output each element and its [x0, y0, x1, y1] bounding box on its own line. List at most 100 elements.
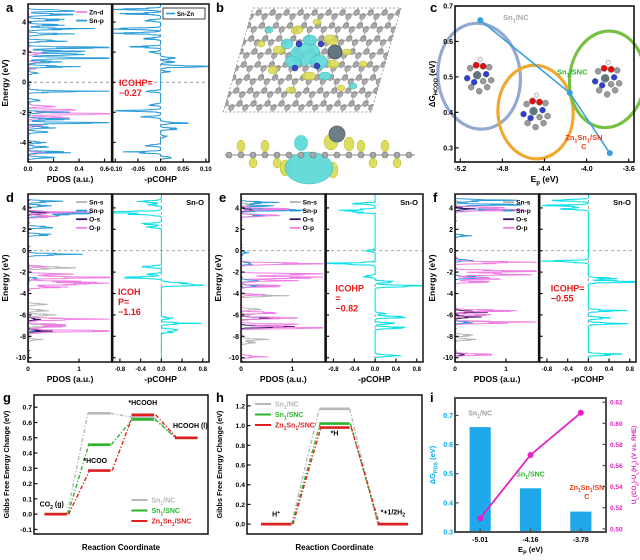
- svg-text:-6: -6: [233, 312, 239, 319]
- svg-text:-8: -8: [233, 334, 239, 341]
- svg-text:0: 0: [26, 366, 30, 373]
- svg-text:-2: -2: [447, 270, 453, 277]
- svg-text:0.0: 0.0: [23, 512, 33, 519]
- svg-text:−1.16: −1.16: [118, 307, 141, 317]
- svg-text:ICOHP: ICOHP: [335, 283, 364, 293]
- svg-text:0.8: 0.8: [626, 367, 635, 373]
- svg-text:0.56: 0.56: [610, 463, 623, 470]
- svg-text:0.0: 0.0: [584, 367, 593, 373]
- svg-text:-4: -4: [447, 291, 453, 298]
- svg-text:0.4: 0.4: [443, 110, 453, 117]
- svg-text:0.3: 0.3: [23, 466, 33, 473]
- svg-text:CO2 (g): CO2 (g): [40, 502, 64, 511]
- svg-text:Sn-O: Sn-O: [400, 198, 418, 207]
- svg-text:0.60: 0.60: [610, 421, 623, 428]
- chart-steps-co2rr: CO2 (g) *HCOO *HCOOH HCOOH (l) Sn1/NCSn1/SNC…: [2, 394, 209, 552]
- svg-text:-4.8: -4.8: [496, 166, 508, 173]
- svg-text:Gibbs Free Energy Change (eV): Gibbs Free Energy Change (eV): [215, 410, 224, 518]
- svg-text:2: 2: [22, 50, 26, 57]
- svg-text:Sn-O: Sn-O: [186, 198, 204, 207]
- svg-text:0: 0: [239, 366, 243, 373]
- svg-text:-0.4: -0.4: [349, 367, 360, 373]
- svg-text:1: 1: [504, 366, 508, 373]
- svg-text:0.4: 0.4: [443, 500, 453, 507]
- svg-text:ΔGHCOO (eV): ΔGHCOO (eV): [428, 60, 439, 107]
- structure-charge-density: [222, 7, 415, 185]
- svg-text:0.3: 0.3: [443, 145, 453, 152]
- svg-text:Zn1Sn1/SNC: Zn1Sn1/SNC: [151, 519, 191, 528]
- svg-text:-0.4: -0.4: [135, 367, 146, 373]
- svg-text:-0.05: -0.05: [131, 167, 145, 173]
- svg-text:-5.01: -5.01: [472, 537, 488, 544]
- svg-text:Sn1/SNC: Sn1/SNC: [516, 472, 545, 481]
- svg-text:Energy (eV): Energy (eV): [0, 59, 10, 106]
- svg-text:PDOS (a.u.): PDOS (a.u.): [474, 374, 521, 384]
- svg-text:4: 4: [22, 205, 26, 212]
- svg-text:*+1/2H2: *+1/2H2: [381, 509, 406, 518]
- svg-text:-6: -6: [447, 312, 453, 319]
- svg-text:−0.55: −0.55: [551, 293, 574, 303]
- svg-text:-4.16: -4.16: [523, 537, 539, 544]
- chart-pdos-cohp-snzn: 4 2 0 -2 -4 Energy (eV) 0.0 0.2 0.4 0.6 PDOS (a.u.…: [0, 3, 212, 184]
- svg-text:0.2: 0.2: [23, 481, 33, 488]
- svg-text:O-p: O-p: [89, 225, 100, 232]
- svg-text:Sn1/NC: Sn1/NC: [468, 410, 492, 419]
- svg-text:-0.8: -0.8: [115, 367, 126, 373]
- svg-text:0.0: 0.0: [236, 522, 246, 529]
- svg-text:0.4: 0.4: [74, 166, 83, 173]
- svg-text:0.8: 0.8: [199, 367, 208, 373]
- svg-text:*H: *H: [331, 430, 339, 437]
- panel-letter-a: a: [6, 0, 14, 15]
- svg-text:0.7: 0.7: [23, 405, 33, 412]
- svg-text:0.4: 0.4: [23, 451, 33, 458]
- svg-text:HCOOH (l): HCOOH (l): [173, 423, 208, 430]
- svg-text:Sn1/NC: Sn1/NC: [151, 498, 175, 507]
- panel-b: b: [213, 0, 427, 190]
- svg-text:-8: -8: [20, 334, 26, 341]
- svg-text:0.62: 0.62: [610, 400, 623, 407]
- panel-e: e 4 2 0 -2 -4 -6 -8 -10 Energy (eV) 0 1 PDOS (a.u.)…: [213, 190, 427, 390]
- chart-bar-line-selectivity: Sn1/NC Sn1/SNC Zn1Sn1/SNC 0.3 0.4 0.5 0.6 0.7 0.…: [428, 397, 639, 556]
- panel-g: g CO2 (g) *HCOO *HCOOH HCOOH (l) Sn1/NC Sn1/S…: [0, 390, 213, 560]
- svg-text:ICOHP=: ICOHP=: [119, 78, 153, 88]
- svg-text:−0.27: −0.27: [119, 88, 142, 98]
- svg-text:-pCOHP: -pCOHP: [144, 374, 177, 384]
- panel-letter-h: h: [216, 390, 224, 405]
- svg-text:0.0: 0.0: [371, 367, 380, 373]
- svg-text:0.0: 0.0: [23, 166, 32, 173]
- svg-text:0: 0: [453, 366, 457, 373]
- panel-letter-e: e: [219, 190, 227, 205]
- svg-text:1.2: 1.2: [236, 403, 246, 410]
- svg-text:Sn-s: Sn-s: [303, 199, 318, 206]
- svg-text:O-s: O-s: [303, 217, 314, 224]
- svg-text:ICOH: ICOH: [118, 287, 141, 297]
- svg-text:PDOS (a.u.): PDOS (a.u.): [260, 374, 307, 384]
- svg-text:-pCOHP: -pCOHP: [358, 374, 391, 384]
- svg-text:-0.10: -0.10: [108, 167, 122, 173]
- svg-text:-0.1: -0.1: [20, 527, 32, 534]
- svg-text:0.4: 0.4: [392, 367, 401, 373]
- svg-text:0.54: 0.54: [610, 484, 623, 491]
- svg-text:Zn1Sn1/SNC: Zn1Sn1/SNC: [275, 423, 315, 432]
- svg-text:Sn1/SNC: Sn1/SNC: [275, 412, 304, 421]
- svg-text:0: 0: [235, 248, 239, 255]
- svg-text:O-s: O-s: [516, 217, 527, 224]
- svg-text:-3.78: -3.78: [573, 537, 589, 544]
- svg-text:4: 4: [449, 205, 453, 212]
- panel-letter-f: f: [433, 190, 438, 205]
- svg-text:0.4: 0.4: [236, 482, 246, 489]
- panel-a: a 4 2 0 -2 -4 Energy (eV) 0.0 0.2 0.4 0.6 PDOS (a.…: [0, 0, 213, 190]
- svg-text:0.0: 0.0: [157, 367, 166, 373]
- panel-letter-i: i: [430, 390, 434, 405]
- panel-letter-b: b: [216, 0, 224, 15]
- svg-text:2: 2: [449, 227, 453, 234]
- panel-letter-c: c: [430, 0, 438, 15]
- svg-text:-4: -4: [233, 291, 239, 298]
- svg-text:PDOS (a.u.): PDOS (a.u.): [47, 374, 94, 384]
- svg-text:Sn1/NC: Sn1/NC: [503, 13, 529, 24]
- chart-scatter-dg-vs-ep: Sn1/NC Sn1/SNC Zn1Sn1/SNC 0.3 0.4 0.5 0.6 0.7 -5…: [428, 4, 640, 186]
- svg-text:-2: -2: [20, 270, 26, 277]
- svg-text:ΔGPDS (eV): ΔGPDS (eV): [428, 445, 439, 484]
